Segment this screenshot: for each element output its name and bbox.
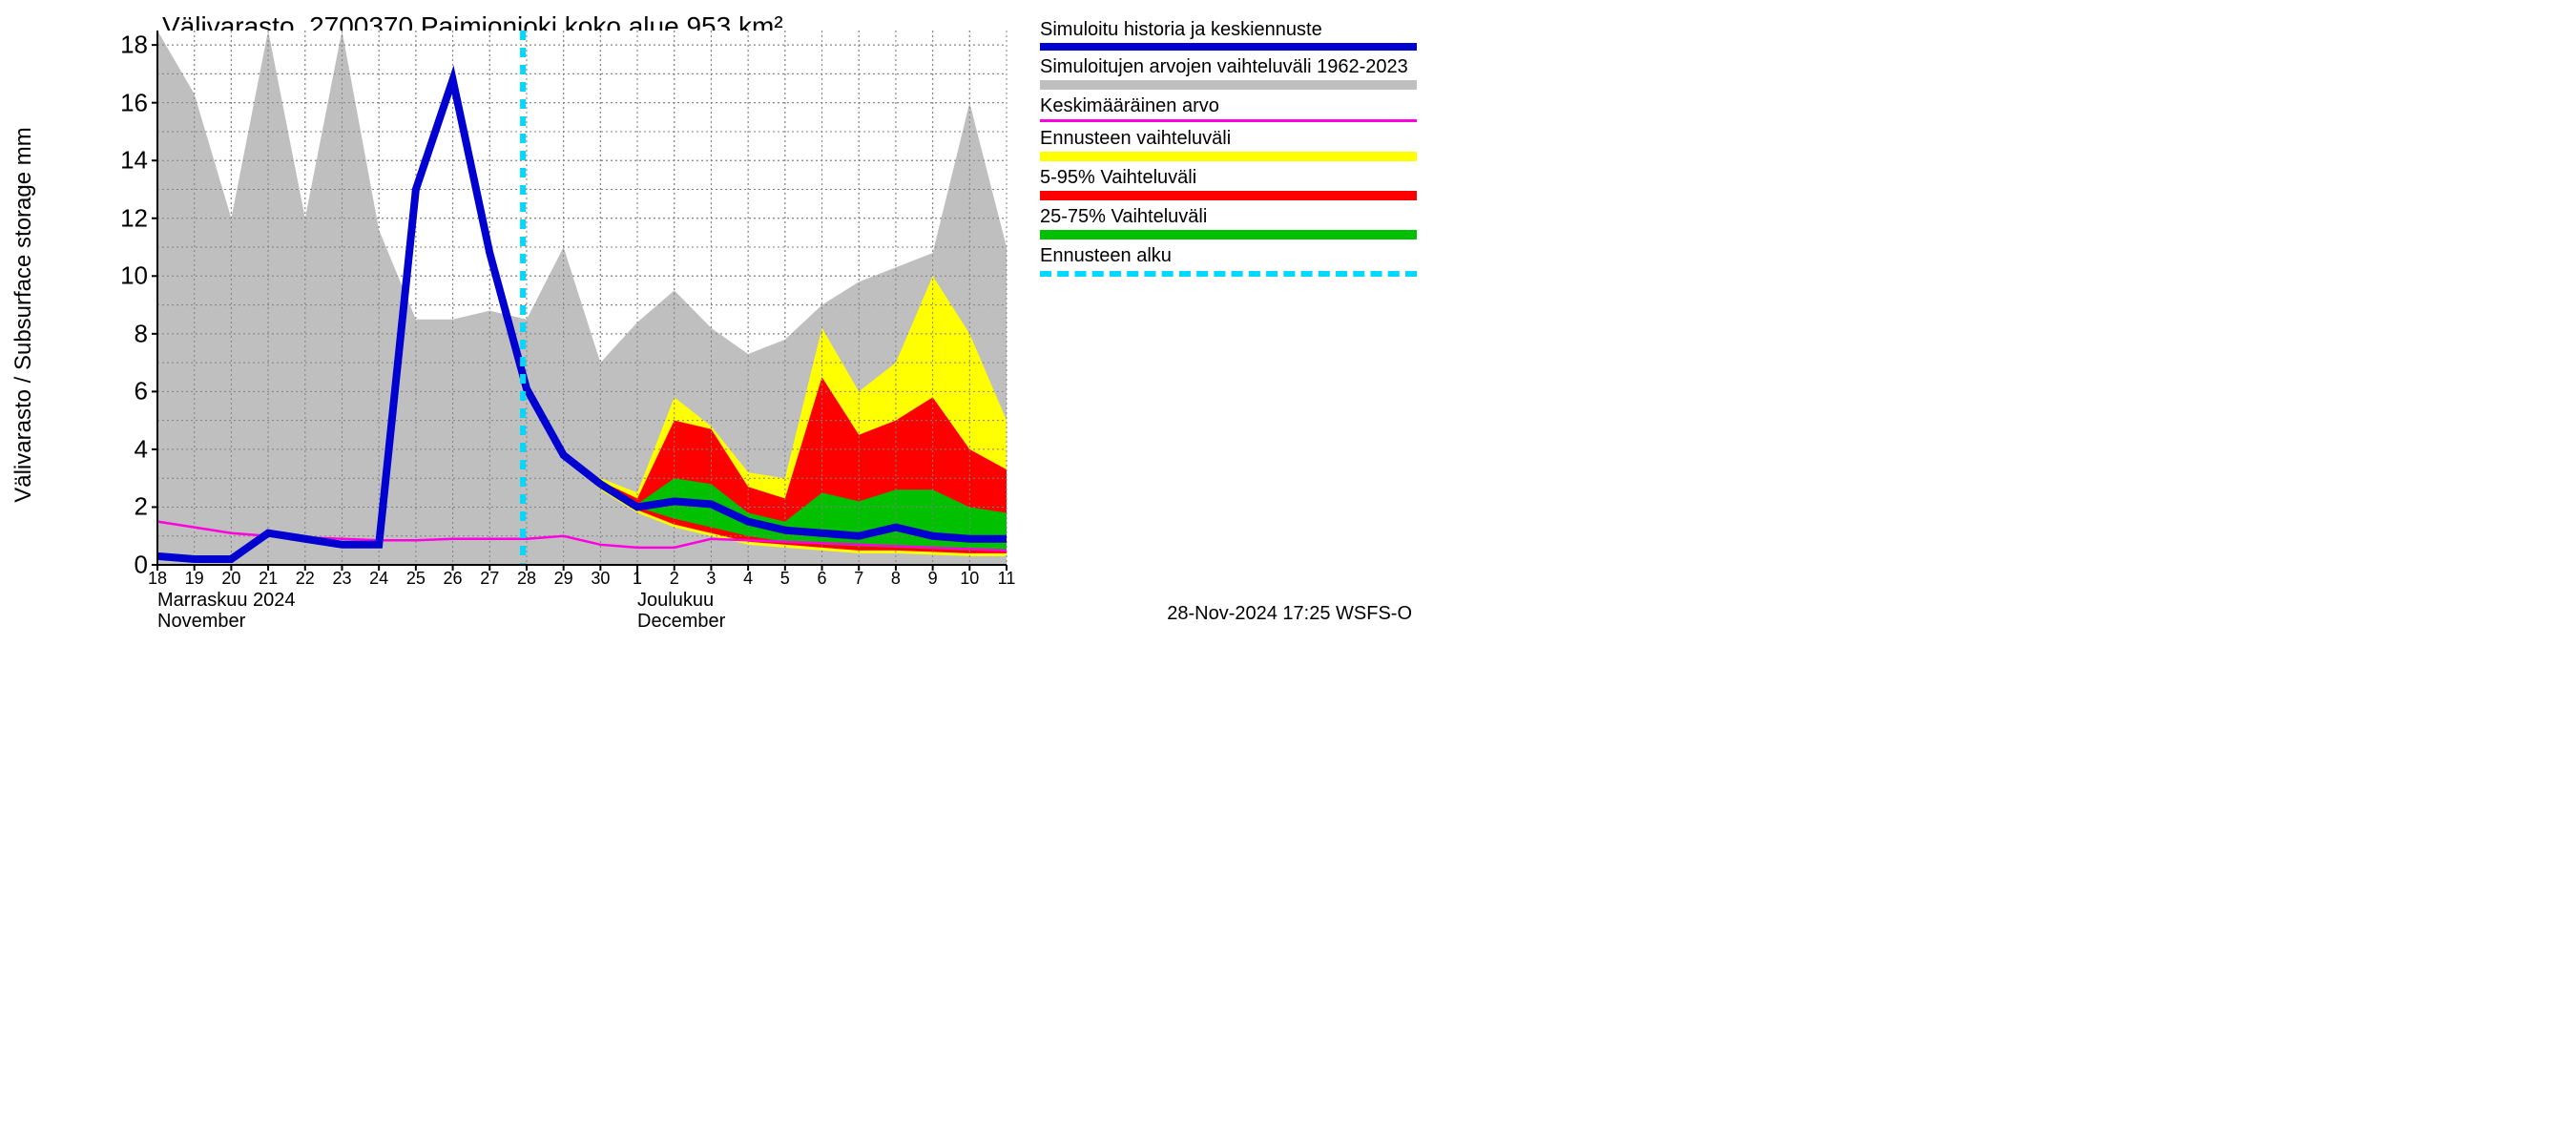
month-label-en: December [637, 611, 725, 633]
y-tick-label: 14 [120, 146, 148, 176]
legend-swatch [1040, 80, 1417, 90]
x-tick-label: 30 [591, 569, 610, 589]
legend-label: Simuloitu historia ja keskiennuste [1040, 19, 1417, 41]
x-tick-label: 11 [998, 569, 1016, 589]
legend-swatch [1040, 119, 1417, 122]
x-tick-label: 10 [960, 569, 979, 589]
y-tick-label: 10 [120, 261, 148, 291]
legend-label: Simuloitujen arvojen vaihteluväli 1962-2… [1040, 56, 1417, 78]
x-tick-label: 29 [554, 569, 573, 589]
y-tick-label: 8 [135, 319, 148, 348]
x-tick-label: 7 [854, 569, 863, 589]
legend-label: 25-75% Vaihteluväli [1040, 206, 1417, 228]
x-tick-label: 20 [221, 569, 240, 589]
x-tick-label: 8 [891, 569, 901, 589]
legend: Simuloitu historia ja keskiennuste Simulo… [1040, 19, 1417, 282]
y-axis-label: Välivarasto / Subsurface storage mm [10, 127, 37, 503]
y-tick-label: 4 [135, 434, 148, 464]
y-tick-label: 16 [120, 88, 148, 117]
y-tick-label: 2 [135, 492, 148, 522]
x-tick-label: 19 [185, 569, 204, 589]
legend-item: 25-75% Vaihteluväli [1040, 206, 1417, 239]
x-tick-label: 28 [517, 569, 536, 589]
x-tick-label: 1 [633, 569, 642, 589]
x-tick-label: 18 [148, 569, 167, 589]
x-tick-label: 2 [670, 569, 679, 589]
legend-swatch [1040, 191, 1417, 200]
x-tick-label: 6 [818, 569, 827, 589]
x-tick-label: 25 [406, 569, 426, 589]
y-tick-label: 0 [135, 551, 148, 580]
legend-item: Keskimääräinen arvo [1040, 95, 1417, 122]
month-label: Marraskuu 2024 [157, 590, 296, 612]
legend-item: Ennusteen vaihteluväli [1040, 128, 1417, 161]
x-tick-label: 27 [480, 569, 499, 589]
legend-label: Ennusteen alku [1040, 245, 1417, 267]
month-label: Joulukuu [637, 590, 714, 612]
legend-item: Simuloitujen arvojen vaihteluväli 1962-2… [1040, 56, 1417, 90]
x-tick-label: 9 [928, 569, 938, 589]
x-tick-label: 4 [743, 569, 753, 589]
x-tick-label: 3 [706, 569, 716, 589]
legend-item: Ennusteen alku [1040, 245, 1417, 277]
x-tick-label: 26 [444, 569, 463, 589]
month-label-en: November [157, 611, 245, 633]
legend-label: Ennusteen vaihteluväli [1040, 128, 1417, 150]
y-tick-label: 6 [135, 377, 148, 406]
legend-label: 5-95% Vaihteluväli [1040, 167, 1417, 189]
legend-swatch [1040, 43, 1417, 51]
legend-item: Simuloitu historia ja keskiennuste [1040, 19, 1417, 51]
x-tick-label: 5 [780, 569, 790, 589]
legend-swatch [1040, 152, 1417, 161]
plot-area: 0246810121416181819202122232425262728293… [157, 31, 1007, 565]
legend-label: Keskimääräinen arvo [1040, 95, 1417, 117]
x-tick-label: 22 [296, 569, 315, 589]
x-tick-label: 23 [332, 569, 351, 589]
x-tick-label: 21 [259, 569, 278, 589]
timestamp-footer: 28-Nov-2024 17:25 WSFS-O [1167, 603, 1412, 625]
x-tick-label: 24 [369, 569, 388, 589]
chart-svg [157, 31, 1007, 565]
legend-item: 5-95% Vaihteluväli [1040, 167, 1417, 200]
y-tick-label: 12 [120, 203, 148, 233]
legend-swatch [1040, 271, 1417, 277]
chart-container: Välivarasto, 2700370 Paimionjoki koko al… [0, 0, 1431, 636]
legend-swatch [1040, 230, 1417, 239]
y-tick-label: 18 [120, 31, 148, 60]
